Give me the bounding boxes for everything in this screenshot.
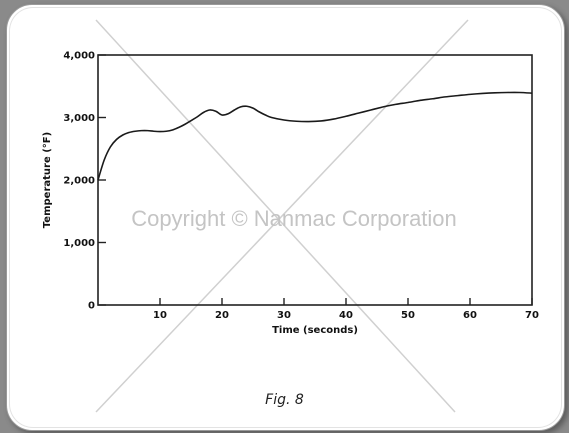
- figure-card: [6, 4, 565, 431]
- series-line-temperature: [97, 91, 533, 181]
- figure-caption: Fig. 8: [265, 392, 304, 408]
- watermark-diagonal-line: [95, 19, 456, 413]
- x-tick-label: 40: [339, 310, 353, 321]
- y-tick-label: 0: [88, 301, 95, 312]
- x-tick-label: 30: [277, 310, 291, 321]
- x-tick-label: 20: [215, 310, 229, 321]
- y-tick-label: 1,000: [63, 238, 95, 249]
- y-tick-label: 2,000: [63, 176, 95, 187]
- y-tick-label: 3,000: [63, 113, 95, 124]
- x-tick-label: 60: [463, 310, 477, 321]
- x-tick-label: 70: [525, 310, 539, 321]
- axes: 10 20 30 40 50 60 70 0 1,000 2,000 3,000 4,000: [63, 51, 539, 322]
- watermark-diagonal-line: [95, 19, 469, 413]
- x-tick-label: 10: [153, 310, 167, 321]
- x-axis-label: Time (seconds): [272, 325, 358, 336]
- x-tick-label: 50: [401, 310, 415, 321]
- watermark-text: Copyright © Nanmac Corporation: [131, 206, 457, 231]
- y-tick-label: 4,000: [63, 51, 95, 62]
- watermark-cross: [95, 19, 469, 413]
- y-axis-label: Temperature (°F): [42, 132, 53, 228]
